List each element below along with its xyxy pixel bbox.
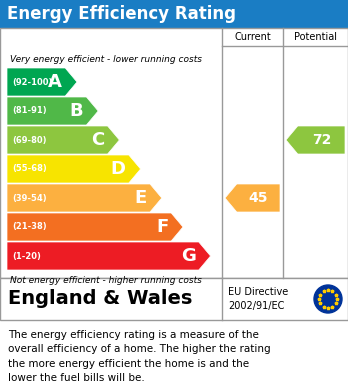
Text: Potential: Potential	[294, 32, 337, 42]
Text: A: A	[48, 73, 62, 91]
Polygon shape	[7, 213, 183, 241]
Text: E: E	[135, 189, 147, 207]
Polygon shape	[225, 184, 280, 212]
Text: 72: 72	[312, 133, 331, 147]
Text: (92-100): (92-100)	[12, 77, 53, 86]
Text: (1-20): (1-20)	[12, 251, 41, 260]
Text: Not energy efficient - higher running costs: Not energy efficient - higher running co…	[10, 276, 202, 285]
Circle shape	[314, 285, 342, 313]
Text: (81-91): (81-91)	[12, 106, 47, 115]
Text: Very energy efficient - lower running costs: Very energy efficient - lower running co…	[10, 54, 202, 63]
Text: (55-68): (55-68)	[12, 165, 47, 174]
Polygon shape	[7, 97, 98, 125]
Text: (21-38): (21-38)	[12, 222, 47, 231]
Text: F: F	[156, 218, 168, 236]
Polygon shape	[7, 184, 162, 212]
Text: EU Directive
2002/91/EC: EU Directive 2002/91/EC	[228, 287, 288, 310]
Polygon shape	[7, 242, 211, 270]
Bar	[0, 278, 348, 320]
Text: (39-54): (39-54)	[12, 194, 47, 203]
Text: G: G	[181, 247, 196, 265]
Polygon shape	[286, 126, 345, 154]
Polygon shape	[7, 126, 119, 154]
Text: England & Wales: England & Wales	[8, 289, 192, 308]
Text: D: D	[111, 160, 126, 178]
Bar	[0, 0, 348, 28]
Text: The energy efficiency rating is a measure of the
overall efficiency of a home. T: The energy efficiency rating is a measur…	[8, 330, 271, 383]
Bar	[0, 28, 348, 278]
Text: Current: Current	[234, 32, 271, 42]
Text: Energy Efficiency Rating: Energy Efficiency Rating	[7, 5, 236, 23]
Text: C: C	[91, 131, 105, 149]
Text: (69-80): (69-80)	[12, 136, 47, 145]
Text: B: B	[70, 102, 84, 120]
Polygon shape	[7, 155, 141, 183]
Text: 45: 45	[248, 191, 268, 205]
Polygon shape	[7, 68, 77, 96]
